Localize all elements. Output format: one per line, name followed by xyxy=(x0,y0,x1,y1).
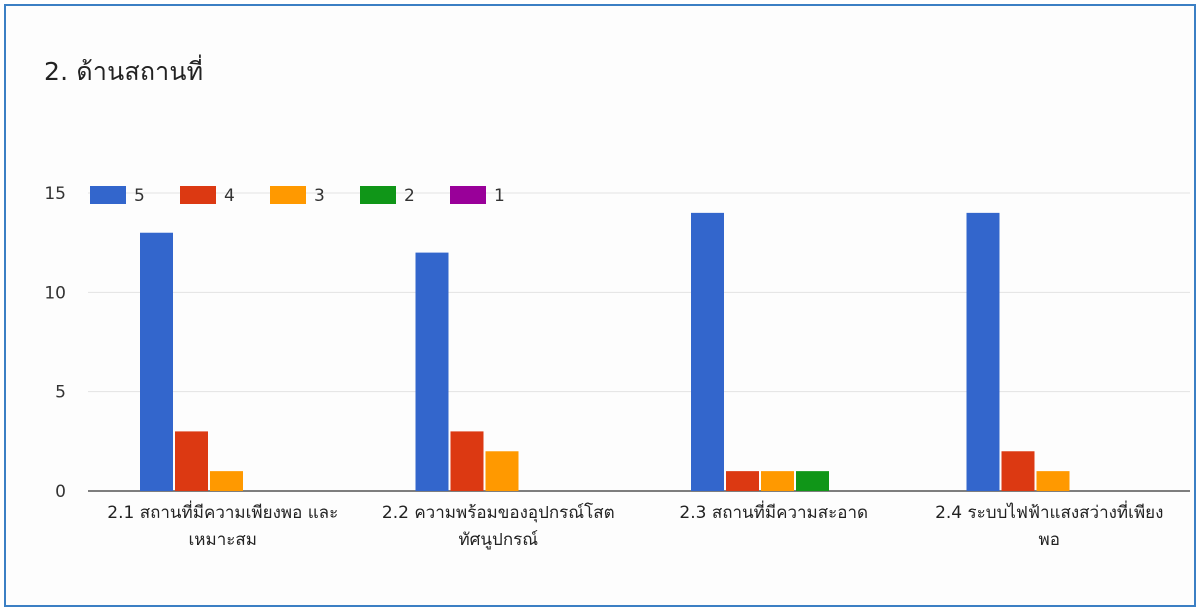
x-category-label-line: 2.3 สถานที่มีความสะอาด xyxy=(679,503,869,523)
bar-2-3 xyxy=(796,471,829,491)
legend-label-3: 3 xyxy=(314,186,325,206)
legend-label-1: 1 xyxy=(494,186,505,206)
legend-swatch-2 xyxy=(360,186,396,204)
x-category-label-line: ทัศนูปกรณ์ xyxy=(458,530,539,550)
bar-3-1 xyxy=(210,471,243,491)
bar-5-1 xyxy=(140,232,173,491)
legend-label-5: 5 xyxy=(134,186,145,206)
chart-title: 2. ด้านสถานที่ xyxy=(44,57,204,86)
y-tick-label: 15 xyxy=(44,184,66,204)
x-category-label-line: 2.2 ความพร้อมของอุปกรณ์โสต xyxy=(381,503,615,523)
x-category-label-line: 2.4 ระบบไฟฟ้าแสงสว่างที่เพียง xyxy=(935,503,1164,523)
x-category-label-line: เหมาะสม xyxy=(188,530,257,550)
bar-4-4 xyxy=(1001,451,1035,491)
legend-swatch-4 xyxy=(180,186,216,204)
x-category-label: 2.2 ความพร้อมของอุปกรณ์โสตทัศนูปกรณ์ xyxy=(363,500,633,554)
bar-3-4 xyxy=(1036,471,1070,491)
y-tick-label: 0 xyxy=(55,482,66,502)
x-category-label-line: พอ xyxy=(1038,530,1060,550)
bar-4-1 xyxy=(175,431,208,491)
legend-swatch-3 xyxy=(270,186,306,204)
y-tick-label: 5 xyxy=(55,383,66,403)
legend-label-2: 2 xyxy=(404,186,415,206)
x-category-label: 2.1 สถานที่มีความเพียงพอ และเหมาะสม xyxy=(88,500,358,554)
x-category-label-line: 2.1 สถานที่มีความเพียงพอ และ xyxy=(107,503,339,523)
bar-4-2 xyxy=(450,431,484,491)
bar-5-2 xyxy=(415,252,449,491)
x-category-label: 2.3 สถานที่มีความสะอาด xyxy=(639,500,909,527)
legend-label-4: 4 xyxy=(224,186,235,206)
bar-3-2 xyxy=(485,451,519,491)
y-tick-label: 10 xyxy=(44,283,66,303)
legend-swatch-5 xyxy=(90,186,126,204)
bar-5-4 xyxy=(966,212,1000,491)
bar-4-3 xyxy=(726,471,759,491)
x-category-label: 2.4 ระบบไฟฟ้าแสงสว่างที่เพียงพอ xyxy=(914,500,1184,554)
legend-swatch-1 xyxy=(450,186,486,204)
bar-5-3 xyxy=(691,212,724,491)
bar-3-3 xyxy=(761,471,794,491)
